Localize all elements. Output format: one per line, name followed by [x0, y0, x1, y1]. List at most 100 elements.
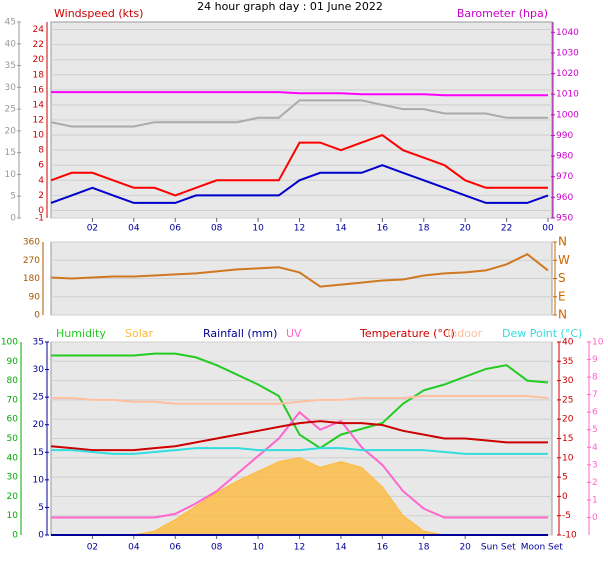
annotation: Sun Set [481, 543, 516, 553]
y-tick-label: 950 [556, 214, 573, 224]
y-tick-label: N [558, 308, 567, 322]
series-line [51, 91, 548, 97]
y-tick-label: 1020 [556, 69, 579, 79]
y-tick-label: 1000 [556, 110, 579, 120]
y-tick-label: 35 [5, 61, 16, 71]
legend-entry: Rainfall (mm) [203, 327, 277, 340]
y-tick-label: 30 [7, 473, 19, 483]
x-tick-label: 12 [294, 224, 305, 234]
y-tick-label: -5 [562, 511, 571, 521]
y-tick-label: 10 [5, 170, 17, 180]
y-tick-label: 22 [33, 40, 44, 50]
y-tick-label: 2 [592, 478, 598, 488]
y-tick-label: 45 [5, 18, 16, 28]
x-tick-label: 02 [87, 543, 98, 553]
y-tick-label: 14 [33, 100, 45, 110]
y-tick-label: 15 [562, 434, 573, 444]
y-tick-label: 4 [38, 176, 44, 186]
y-tick-label: 100 [1, 338, 18, 348]
y-tick-label: S [558, 271, 566, 285]
x-tick-label: 02 [87, 224, 98, 234]
y-tick-label: 5 [10, 192, 16, 202]
y-tick-label: 90 [7, 357, 19, 367]
y-tick-label: 70 [7, 395, 19, 405]
legend-entry: Temperature (°C) [359, 327, 455, 340]
y-tick-label: 30 [33, 365, 45, 375]
y-tick-label: 3 [592, 460, 598, 470]
y-tick-label: 10 [33, 131, 45, 141]
x-tick-label: 08 [211, 543, 223, 553]
y-tick-label: 90 [29, 292, 41, 302]
y-tick-label: 30 [562, 376, 574, 386]
y-tick-label: 30 [5, 83, 17, 93]
graph-title: 24 hour graph day : 01 June 2022 [197, 0, 383, 13]
y-tick-label: 990 [556, 131, 573, 141]
y-tick-label: 8 [38, 146, 44, 156]
x-tick-label: 08 [211, 224, 223, 234]
y-tick-label: 4 [592, 443, 598, 453]
x-tick-label: 12 [294, 543, 305, 553]
y-tick-label: 1010 [556, 90, 579, 100]
series-line [51, 410, 548, 519]
y-tick-label: 25 [33, 393, 44, 403]
x-tick-label: 14 [335, 543, 347, 553]
y-tick-label: 40 [562, 338, 574, 348]
y-tick-label: 8 [592, 373, 598, 383]
y-tick-label: 5 [38, 503, 44, 513]
y-tick-label: 20 [7, 492, 19, 502]
x-tick-label: 00 [542, 224, 554, 234]
y-tick-label: 16 [33, 85, 45, 95]
y-tick-label: 980 [556, 152, 573, 162]
y-tick-label: 35 [33, 338, 44, 348]
y-tick-label: N [558, 235, 567, 249]
y-tick-label: -1 [35, 214, 44, 224]
y-tick-label: 9 [592, 355, 598, 365]
y-tick-label: 6 [592, 408, 598, 418]
x-tick-label: 16 [377, 543, 389, 553]
x-tick-label: 16 [377, 224, 389, 234]
y-tick-label: 20 [33, 55, 45, 65]
series-line [50, 164, 549, 204]
y-tick-label: E [558, 289, 566, 303]
legend-entry: Solar [125, 327, 154, 340]
x-tick-label: 04 [128, 543, 140, 553]
y-tick-label: 60 [7, 415, 19, 425]
y-tick-label: W [558, 253, 570, 267]
y-tick-label: 0 [10, 214, 16, 224]
y-tick-label: 7 [592, 390, 598, 400]
y-tick-label: 0 [562, 492, 568, 502]
x-tick-label: 20 [459, 543, 471, 553]
legend-entry: Humidity [56, 327, 106, 340]
x-tick-label: 18 [418, 224, 430, 234]
y-tick-label: 20 [33, 420, 45, 430]
y-tick-label: 0 [38, 206, 44, 216]
series-line [50, 133, 548, 197]
series-line [50, 99, 548, 128]
y-tick-label: 960 [556, 193, 573, 203]
y-tick-label: 360 [23, 238, 40, 248]
y-tick-label: 0 [38, 531, 44, 541]
series-line [50, 253, 549, 288]
y-tick-label: 80 [7, 376, 19, 386]
y-tick-label: -10 [562, 531, 577, 541]
x-tick-label: 10 [252, 224, 264, 234]
y-tick-label: 10 [592, 338, 604, 348]
y-tick-label: 0 [12, 531, 18, 541]
y-tick-label: 0 [34, 311, 40, 321]
y-tick-label: 5 [562, 473, 568, 483]
y-tick-label: 10 [7, 511, 19, 521]
legend-entry: Dew Point (°C) [502, 327, 582, 340]
series-line [50, 420, 548, 452]
y-tick-label: 1040 [556, 28, 579, 38]
x-tick-label: 06 [170, 224, 182, 234]
y-tick-label: 1030 [556, 48, 579, 58]
y-tick-label: 35 [562, 357, 573, 367]
y-tick-label: 10 [562, 453, 574, 463]
x-tick-label: 18 [418, 543, 430, 553]
axis-label: Barometer (hpa) [457, 7, 548, 20]
y-tick-label: 5 [592, 425, 598, 435]
x-tick-label: 14 [335, 224, 347, 234]
y-tick-label: 40 [7, 453, 19, 463]
y-tick-label: 18 [33, 70, 45, 80]
